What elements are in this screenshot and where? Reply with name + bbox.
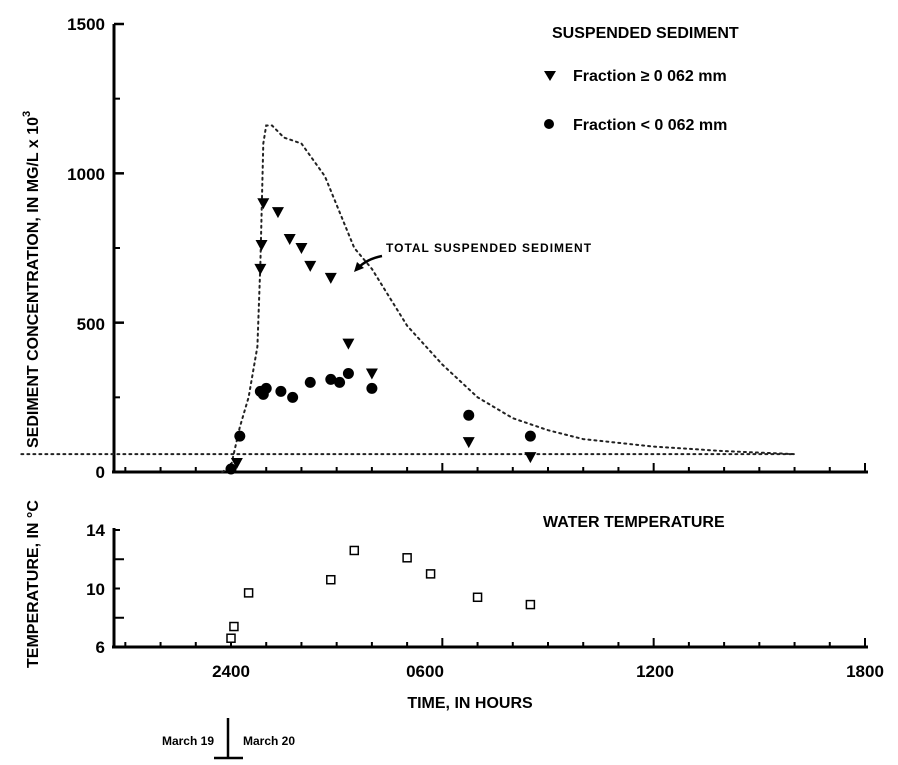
circle-marker: [287, 391, 299, 403]
y-tick-label-500: 500: [77, 315, 105, 334]
circle-marker: [260, 382, 272, 394]
circle-marker: [225, 463, 237, 475]
sediment-panel: 1500 1000 500 0 SEDIMENT CONCENTRATION, …: [18, 15, 868, 482]
date-label-march-20: March 20: [243, 734, 295, 748]
circle-marker: [275, 385, 287, 397]
triangle-marker: [230, 458, 243, 470]
triangle-marker: [342, 338, 355, 350]
circle-marker: [463, 409, 475, 421]
square-marker: [472, 592, 483, 603]
x-tick-label-2400: 2400: [212, 662, 250, 681]
circle-marker: [366, 382, 378, 394]
square-marker: [402, 553, 412, 563]
x-tick-label-1200: 1200: [636, 662, 674, 681]
temperature-y-ticks: [114, 529, 124, 648]
triangle-marker: [295, 243, 308, 254]
y-tick-label-1500: 1500: [67, 15, 105, 34]
x-tick-label-0600: 0600: [406, 662, 444, 681]
temperature-y-axis-title: TEMPERATURE, IN °C: [25, 500, 42, 668]
total-annotation: TOTAL SUSPENDED SEDIMENT: [386, 241, 592, 255]
legend-triangle-icon: [544, 71, 556, 81]
circle-marker: [325, 373, 337, 385]
circle-marker: [234, 430, 246, 442]
circle-marker: [304, 376, 316, 388]
triangle-marker: [365, 368, 378, 380]
triangle-marker: [255, 240, 268, 252]
square-marker: [326, 574, 336, 585]
temperature-heading: WATER TEMPERATURE: [543, 514, 725, 531]
square-marker: [425, 569, 436, 579]
y-axis-title-exponent: 3: [21, 111, 33, 117]
x-axis-title: TIME, IN HOURS: [407, 695, 533, 712]
coarse-fraction-markers: [230, 198, 537, 470]
total-sediment-curve: [18, 124, 795, 473]
y-tick-label-0: 0: [96, 463, 105, 482]
square-marker: [243, 588, 254, 598]
circle-marker: [334, 376, 346, 388]
date-marker: March 19 March 20: [162, 718, 295, 760]
x-tick-label-1800: 1800: [846, 662, 884, 681]
temperature-panel: 14 10 6 TEMPERATURE, IN °C WATER TEMPERA…: [25, 500, 884, 712]
total-suspended-sediment-line: [18, 124, 795, 473]
triangle-marker: [304, 260, 317, 272]
square-marker: [226, 633, 236, 643]
annotation-arrowhead-icon: [354, 262, 364, 272]
circle-marker: [342, 367, 354, 379]
date-label-march-19: March 19: [162, 734, 214, 748]
temperature-markers: [226, 545, 536, 643]
square-marker: [525, 599, 536, 610]
triangle-marker: [462, 437, 475, 449]
triangle-marker: [324, 272, 337, 284]
sediment-y-ticks: [114, 22, 124, 474]
square-marker: [349, 545, 360, 556]
legend-item-coarse: Fraction ≥ 0 062 mm: [573, 68, 727, 85]
y-tick-label-14: 14: [86, 521, 105, 540]
legend-heading: SUSPENDED SEDIMENT: [552, 25, 739, 42]
legend-item-fine: Fraction < 0 062 mm: [573, 117, 727, 134]
legend-circle-icon: [544, 119, 554, 129]
y-tick-label-10: 10: [86, 580, 105, 599]
triangle-marker: [254, 263, 267, 275]
triangle-marker: [257, 198, 270, 210]
y-tick-label-1000: 1000: [67, 165, 105, 184]
triangle-marker: [283, 234, 296, 246]
triangle-marker: [271, 207, 284, 219]
square-marker: [229, 621, 239, 632]
circle-marker: [524, 430, 536, 442]
sediment-y-axis-title: SEDIMENT CONCENTRATION, IN MG/L x 103: [21, 111, 42, 448]
fine-fraction-markers: [225, 367, 536, 475]
y-tick-label-6: 6: [96, 638, 105, 657]
triangle-marker: [524, 452, 537, 464]
